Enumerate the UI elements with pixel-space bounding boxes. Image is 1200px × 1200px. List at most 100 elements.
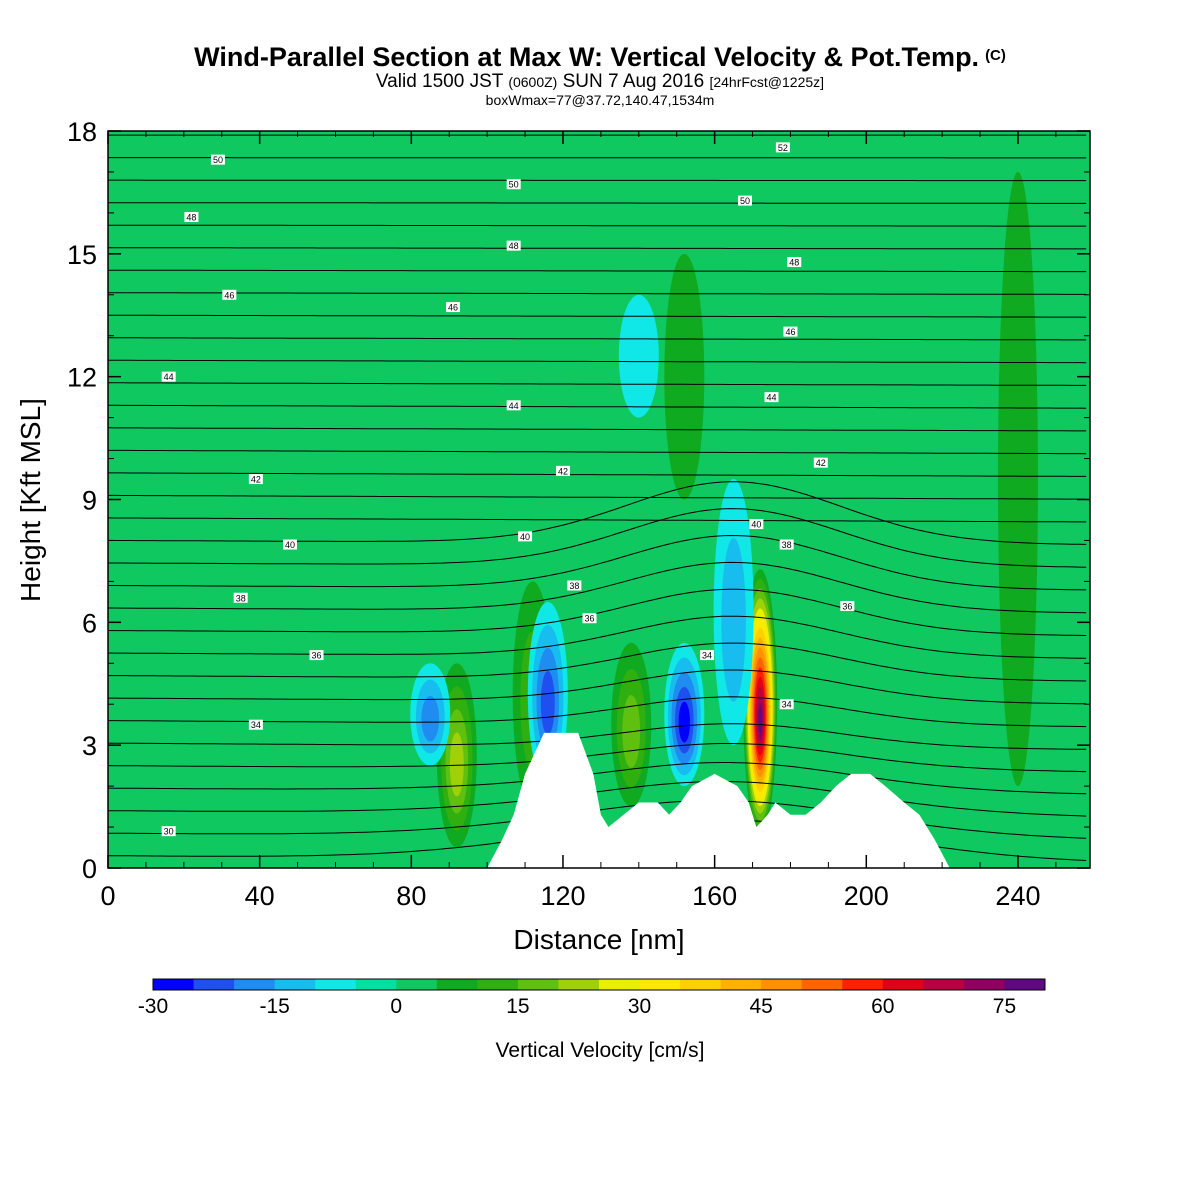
vertical-velocity-field: [108, 131, 1090, 868]
subtitle-part2: (0600Z): [508, 74, 558, 90]
theta-label: 34: [700, 650, 715, 661]
chart-title: Wind-Parallel Section at Max W: Vertical…: [0, 42, 1200, 73]
theta-label-box: [446, 302, 461, 313]
theta-label-text: 48: [789, 258, 799, 268]
updraft-core: [664, 253, 705, 500]
theta-label-box: [184, 211, 199, 222]
downdraft-band: [421, 695, 440, 742]
colorbar-swatch: [558, 979, 600, 990]
theta-label-box: [840, 600, 855, 611]
theta-label: 46: [446, 302, 461, 313]
theta-label: 38: [779, 539, 794, 550]
theta-contour-line: [108, 669, 1087, 705]
colorbar-swatch: [436, 979, 478, 990]
colorbar-swatch: [153, 979, 195, 990]
theta-label-text: 34: [251, 720, 261, 730]
theta-label: 48: [506, 240, 521, 251]
theta-label-box: [775, 142, 790, 153]
theta-contours: [108, 134, 1087, 861]
downdraft-band: [678, 701, 691, 743]
theta-label: 42: [248, 474, 263, 485]
theta-label-text: 46: [224, 290, 234, 300]
theta-contour-line: [108, 561, 1087, 614]
colorbar-swatch: [517, 979, 559, 990]
y-tick-label: 12: [67, 363, 97, 393]
theta-contour-line: [108, 781, 1087, 817]
theta-label: 46: [783, 326, 798, 337]
colorbar: -30 -15 0 15 30 45 60 75: [138, 978, 1046, 1018]
updraft-band: [449, 732, 464, 797]
downdraft-core: [664, 642, 705, 787]
theta-contour-line: [108, 472, 1087, 477]
theta-label: 36: [582, 613, 597, 624]
theta-label-text: 40: [520, 532, 530, 542]
theta-contour-line: [108, 494, 1087, 500]
theta-label-text: 42: [816, 458, 826, 468]
x-tick-label: 80: [396, 881, 426, 911]
x-tick-label: 160: [692, 881, 737, 911]
downdraft-core: [410, 663, 451, 766]
theta-contour-line: [108, 224, 1087, 227]
theta-label-text: 44: [509, 401, 519, 411]
theta-contour-line: [108, 696, 1087, 728]
theta-label: 38: [567, 580, 582, 591]
theta-label: 42: [813, 457, 828, 468]
theta-label: 34: [779, 699, 794, 710]
theta-contour-line: [108, 615, 1087, 659]
colorbar-swatch: [720, 979, 762, 990]
theta-label-text: 48: [186, 212, 196, 222]
theta-contour-line: [108, 292, 1087, 295]
theta-label-box: [764, 392, 779, 403]
theta-label-text: 36: [842, 601, 852, 611]
theta-contour-line: [108, 481, 1087, 545]
theta-label-text: 38: [236, 593, 246, 603]
theta-label-text: 48: [509, 241, 519, 251]
theta-label-text: 46: [448, 303, 458, 313]
colorbar-swatch: [639, 979, 681, 990]
theta-contour-line: [108, 202, 1087, 204]
theta-contour-line: [108, 247, 1087, 250]
updraft-band: [664, 253, 705, 500]
updraft-core: [611, 642, 652, 807]
colorbar-swatch: [882, 979, 924, 990]
theta-label-box: [210, 154, 225, 165]
x-tick-label: 0: [100, 881, 115, 911]
x-tick-label: 40: [245, 881, 275, 911]
theta-label: 30: [161, 826, 176, 837]
theta-label: 36: [309, 650, 324, 661]
theta-label-text: 44: [767, 393, 777, 403]
theta-label: 36: [840, 600, 855, 611]
colorbar-tick-label: 75: [993, 995, 1016, 1018]
title-mark: (C): [985, 47, 1006, 64]
colorbar-swatch: [923, 979, 965, 990]
y-tick-label: 0: [82, 854, 97, 884]
colorbar-tick-label: 0: [390, 995, 402, 1018]
theta-label: 40: [749, 519, 764, 530]
theta-label-box: [248, 474, 263, 485]
theta-label-box: [779, 699, 794, 710]
theta-label-text: 40: [285, 540, 295, 550]
theta-label-box: [222, 289, 237, 300]
downdraft-core: [618, 294, 659, 418]
theta-contour-line: [108, 382, 1087, 386]
colorbar-swatch: [355, 979, 397, 990]
contour-labels: 30 34 34 34 36 36 36 38 38 38 40 40 40 42 42 42 44 44 44 46…: [161, 142, 855, 837]
terrain: [108, 732, 1090, 868]
theta-label-box: [737, 195, 752, 206]
updraft-core: [997, 171, 1038, 787]
theta-label: 44: [506, 400, 521, 411]
theta-label-box: [783, 326, 798, 337]
theta-label: 48: [787, 257, 802, 268]
colorbar-swatch: [761, 979, 803, 990]
theta-label-text: 52: [778, 143, 788, 153]
y-tick-label: 9: [82, 486, 97, 516]
subtitle-part1: Valid 1500 JST: [375, 71, 504, 92]
theta-contour-line: [108, 427, 1087, 432]
y-tick-label: 6: [82, 608, 97, 638]
theta-label: 50: [506, 179, 521, 190]
field-background: [108, 131, 1090, 868]
colorbar-frame: [152, 978, 1046, 991]
terrain-fill: [108, 732, 1090, 868]
downdraft-core: [713, 479, 754, 746]
theta-label-text: 42: [558, 466, 568, 476]
